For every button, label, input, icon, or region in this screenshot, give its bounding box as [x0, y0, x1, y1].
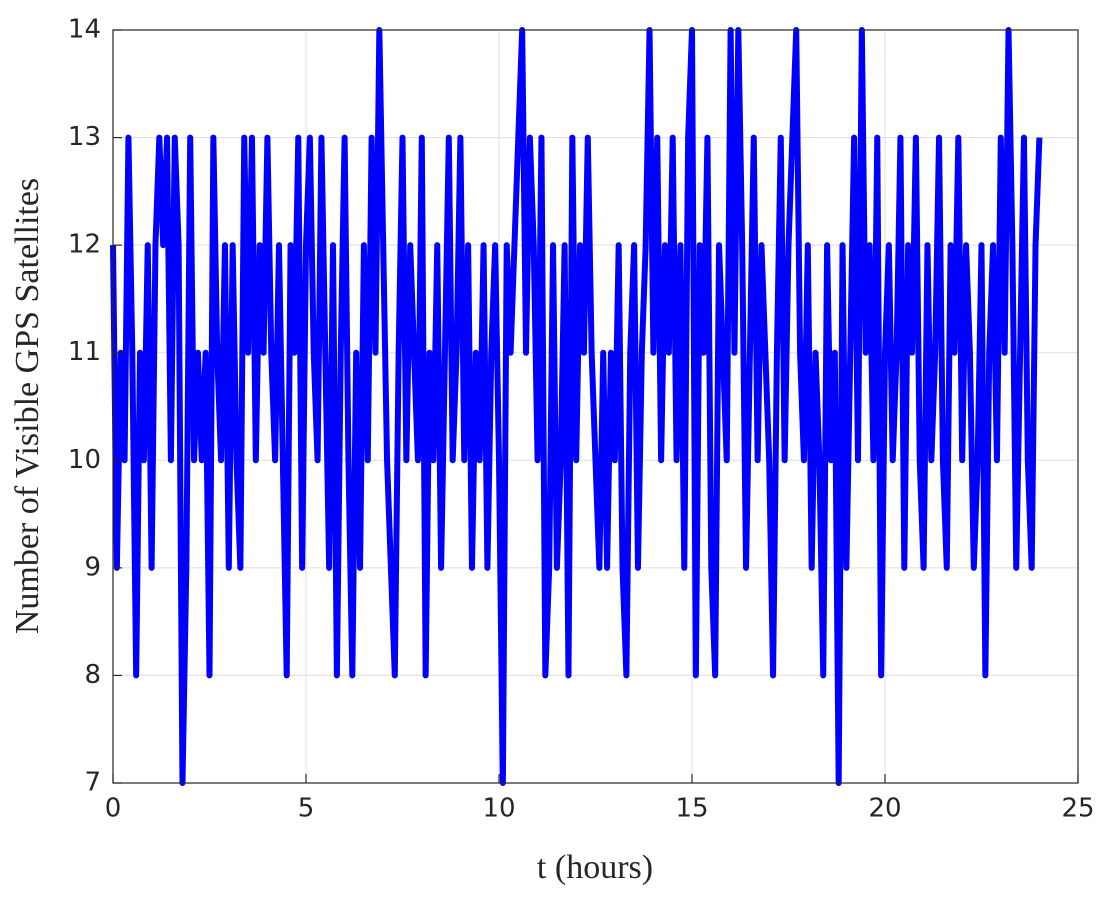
x-tick-label: 5 [298, 794, 315, 824]
y-tick-label: 12 [68, 230, 101, 260]
x-tick-label: 10 [482, 794, 515, 824]
data-line [110, 27, 1043, 786]
y-tick-label: 8 [84, 660, 101, 690]
y-tick-label: 13 [68, 122, 101, 152]
x-tick-label: 25 [1061, 794, 1094, 824]
y-axis-label: Number of Visible GPS Satellites [9, 178, 46, 634]
x-tick-label: 15 [675, 794, 708, 824]
y-tick-label: 10 [68, 445, 101, 475]
x-tick-label: 20 [868, 794, 901, 824]
y-tick-label: 11 [68, 337, 101, 367]
y-tick-label: 9 [84, 552, 101, 582]
x-tick-label: 0 [105, 794, 122, 824]
axes-box [112, 29, 1079, 784]
plot [110, 27, 1043, 786]
x-axis-label: t (hours) [537, 849, 653, 886]
ticks: 0 5 10 15 20 25 7 8 9 10 11 12 13 14 [68, 15, 1095, 824]
y-tick-label: 14 [68, 15, 101, 45]
y-tick-label: 7 [84, 768, 101, 798]
